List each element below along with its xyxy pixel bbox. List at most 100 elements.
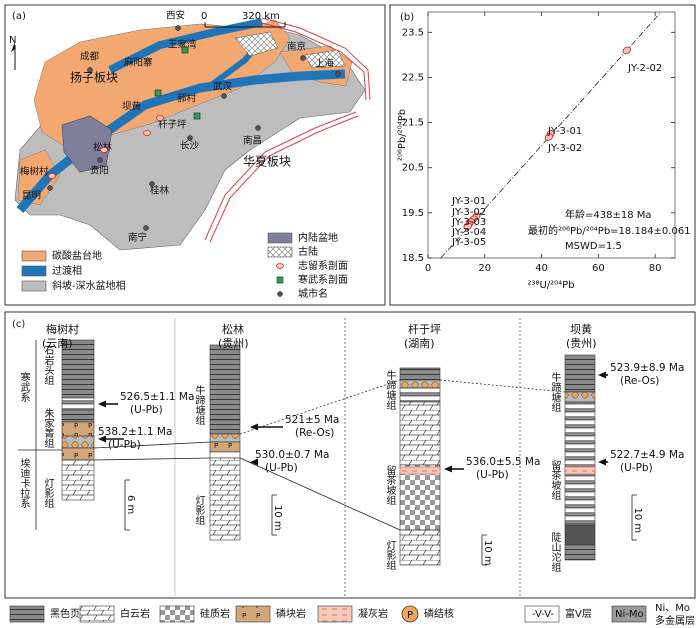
correlation bbox=[439, 379, 566, 393]
map bbox=[11, 17, 371, 251]
data-point bbox=[622, 46, 631, 55]
vertical-label: 灯影组 bbox=[193, 495, 205, 525]
legend-label: 富V层 bbox=[565, 607, 592, 620]
lithology-layer bbox=[209, 433, 241, 443]
scale-zero: 0 bbox=[201, 11, 207, 22]
city-marker bbox=[221, 93, 227, 99]
section-region: (云南) bbox=[42, 337, 73, 350]
region-label: 华夏板块 bbox=[243, 155, 291, 169]
lithology-layer bbox=[61, 339, 95, 399]
age-label: 530.0±0.7 Ma bbox=[255, 449, 329, 461]
silurian-section-marker bbox=[156, 115, 164, 121]
cambrian-section-marker bbox=[154, 89, 162, 97]
transition-belt bbox=[16, 69, 346, 213]
method-label: (U-Pb) bbox=[476, 469, 509, 481]
lithology-layer bbox=[61, 409, 95, 423]
age-label: 522.7±4.9 Ma bbox=[610, 449, 684, 461]
legend-swatch bbox=[611, 605, 647, 623]
city-marker bbox=[97, 157, 103, 163]
lithology-layer bbox=[564, 524, 596, 546]
legend-swatch bbox=[276, 263, 284, 269]
city-marker bbox=[300, 55, 306, 61]
place-label: 郝村 bbox=[177, 93, 197, 105]
method-label: (U-Pb) bbox=[265, 462, 298, 474]
cambrian-section-marker bbox=[193, 112, 201, 120]
age-label: 521±5 Ma bbox=[285, 414, 339, 426]
section-region: (湖南) bbox=[404, 337, 435, 350]
place-label: 上海 bbox=[315, 58, 335, 70]
boundary bbox=[204, 111, 357, 241]
legend-symbol: -V-V- bbox=[532, 609, 555, 620]
legend-label: 城市名 bbox=[298, 287, 328, 300]
vertical-label: 朱家箐组 bbox=[42, 408, 54, 448]
north-label: N bbox=[9, 35, 16, 46]
vertical-label: 留茶坡组 bbox=[384, 464, 396, 505]
panel-b-frame bbox=[389, 4, 696, 306]
panel-c-frame bbox=[4, 311, 696, 599]
place-label: 王家湾 bbox=[168, 39, 197, 51]
vertical-label: 灯影组 bbox=[42, 478, 54, 508]
lithology-layer bbox=[564, 544, 596, 561]
lithology-layer bbox=[399, 401, 441, 466]
vertical-label: 陡山沱组 bbox=[549, 532, 561, 572]
section-region: (贵州) bbox=[218, 337, 249, 350]
y-tick-label: 20.5 bbox=[402, 163, 424, 174]
x-tick-label: 40 bbox=[535, 263, 548, 274]
boundary bbox=[261, 17, 371, 101]
vertical-label: 10 m bbox=[272, 505, 283, 531]
legend-swatch bbox=[235, 605, 271, 623]
legend-label: 磷结核 bbox=[424, 607, 454, 620]
cambrian-section-marker bbox=[181, 46, 189, 54]
vertical-label: 留茶坡组 bbox=[549, 459, 561, 500]
legend-label: 过渡相 bbox=[52, 264, 82, 277]
place-label: 麻阳寨 bbox=[124, 57, 153, 69]
city-marker bbox=[175, 25, 181, 31]
age-label: 523.9±8.9 Ma bbox=[610, 362, 684, 374]
vertical-label: 埃迪卡拉系 bbox=[18, 457, 30, 508]
legend-label: 古陆 bbox=[298, 245, 318, 258]
lithology-layer bbox=[61, 447, 95, 461]
city-marker bbox=[255, 125, 261, 131]
place-label: 南宁 bbox=[128, 232, 147, 244]
city-marker bbox=[187, 135, 193, 141]
tuff-layer bbox=[399, 466, 441, 475]
boundary bbox=[209, 115, 359, 243]
vertical-label: 牛蹄塘组 bbox=[193, 384, 205, 425]
vertical-label: 10 m bbox=[482, 540, 493, 566]
point-label: JY-3-02 bbox=[451, 207, 486, 218]
city-marker bbox=[149, 181, 155, 187]
y-tick-label: 22.5 bbox=[402, 72, 424, 83]
legend-label: 多金属层 bbox=[655, 614, 695, 627]
place-label: 长沙 bbox=[180, 140, 200, 152]
legend-swatch bbox=[267, 232, 293, 244]
static-texts: (a) N 0 320 km (b) 年龄=438±18 Ma 最初的²⁰⁶Pb… bbox=[9, 11, 691, 330]
section-name: 坝黄 bbox=[570, 322, 592, 336]
legend-label: 凝灰岩 bbox=[358, 607, 388, 620]
lithology-layer bbox=[564, 354, 596, 393]
vertical-label: 灯影组 bbox=[384, 540, 396, 570]
mswd: MSWD=1.5 bbox=[565, 241, 622, 252]
vertical-label: 10 m bbox=[632, 508, 643, 534]
arrow-head bbox=[444, 465, 452, 473]
y-axis-label: ²⁰⁶Pb/²⁰⁴Pb bbox=[397, 109, 408, 161]
method-label: (Re-Os) bbox=[620, 375, 659, 387]
silurian-section-marker bbox=[48, 173, 56, 179]
data-point bbox=[463, 222, 472, 231]
point-label: JY-3-01 bbox=[547, 126, 582, 137]
legend-swatch bbox=[276, 276, 284, 284]
legend-swatch bbox=[317, 605, 353, 623]
legend-label: 白云岩 bbox=[120, 607, 150, 620]
boundary bbox=[257, 21, 367, 101]
lithology-layer bbox=[209, 457, 241, 541]
correlation bbox=[239, 457, 401, 531]
lithology-layer bbox=[209, 344, 241, 421]
arrow-head bbox=[598, 458, 606, 466]
x-tick-label: 20 bbox=[478, 263, 491, 274]
scale-length: 320 km bbox=[242, 11, 280, 22]
tuff-layer bbox=[564, 466, 596, 475]
north-arrow bbox=[11, 42, 15, 52]
legend-label: Ni、Mo bbox=[655, 603, 690, 614]
point-label: JY-3-05 bbox=[451, 237, 486, 248]
legend-label: 硅质岩 bbox=[200, 607, 230, 620]
